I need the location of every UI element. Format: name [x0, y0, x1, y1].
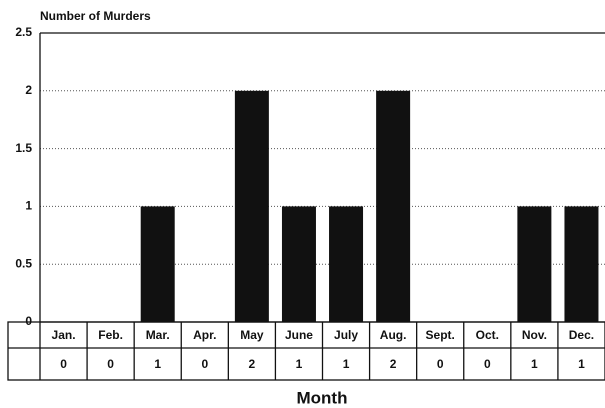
table-value: 1: [343, 357, 350, 371]
bar: [517, 206, 552, 322]
x-tick-label: Apr.: [193, 328, 216, 342]
table-value: 0: [437, 357, 444, 371]
table-value: 0: [60, 357, 67, 371]
bar: [329, 206, 364, 322]
table-value: 0: [107, 357, 114, 371]
table-value: 1: [296, 357, 303, 371]
table-value: 1: [154, 357, 161, 371]
x-tick-label: Mar.: [146, 328, 170, 342]
bar: [140, 206, 175, 322]
table-value: 0: [201, 357, 208, 371]
y-tick-label: 1.5: [15, 141, 32, 155]
bar: [376, 90, 411, 322]
x-tick-label: Jan.: [52, 328, 76, 342]
x-tick-label: Oct.: [476, 328, 499, 342]
x-tick-label: July: [334, 328, 358, 342]
x-tick-label: Dec.: [569, 328, 594, 342]
x-tick-label: Sept.: [426, 328, 455, 342]
table-value: 2: [249, 357, 256, 371]
table-value: 0: [484, 357, 491, 371]
bar: [564, 206, 599, 322]
table-value: 1: [531, 357, 538, 371]
x-tick-label: Nov.: [522, 328, 547, 342]
y-tick-label: 1: [25, 199, 32, 213]
y-tick-label: 2.5: [15, 25, 32, 39]
x-tick-label: June: [285, 328, 313, 342]
x-tick-label: Feb.: [98, 328, 123, 342]
x-axis-label: Month: [297, 388, 348, 407]
bar: [234, 90, 269, 322]
table-value: 1: [578, 357, 585, 371]
x-tick-label: Aug.: [380, 328, 407, 342]
x-tick-label: May: [240, 328, 264, 342]
bar: [281, 206, 316, 322]
y-tick-label: 2: [25, 83, 32, 97]
y-axis-label: Number of Murders: [40, 9, 151, 23]
y-tick-label: 0.5: [15, 256, 32, 270]
y-tick-label: 0: [25, 314, 32, 328]
table-value: 2: [390, 357, 397, 371]
